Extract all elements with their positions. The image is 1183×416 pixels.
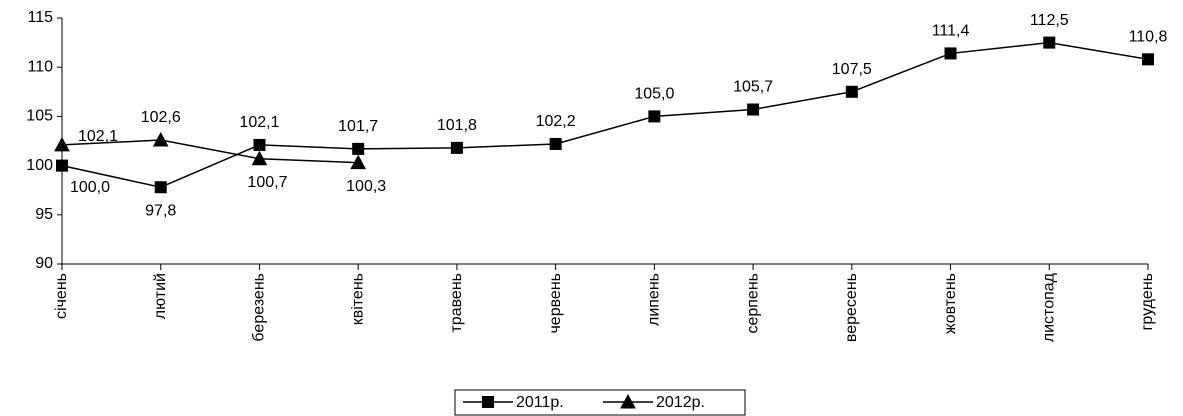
data-point <box>845 85 858 98</box>
data-point <box>54 136 70 152</box>
data-label: 102,1 <box>78 128 118 145</box>
legend-box <box>454 389 746 416</box>
data-label: 101,8 <box>437 117 477 134</box>
series-line <box>61 41 1149 189</box>
data-label: 100,7 <box>247 174 287 191</box>
legend-label: 2012р. <box>656 394 705 411</box>
legend-marker <box>482 396 494 408</box>
x-tick-label: березень <box>251 273 268 342</box>
series-line <box>61 139 359 164</box>
data-label: 111,4 <box>932 23 970 40</box>
x-tick-label: травень <box>448 273 465 333</box>
x-tick-label: лютий <box>152 273 169 319</box>
data-label: 110,8 <box>1129 29 1168 46</box>
data-point <box>747 103 760 116</box>
legend-marker <box>620 393 636 409</box>
data-label: 105,0 <box>634 86 674 103</box>
data-label: 100,3 <box>346 178 386 195</box>
data-point <box>648 110 661 123</box>
data-point <box>549 137 562 150</box>
data-point <box>253 138 266 151</box>
data-point <box>154 181 167 194</box>
x-tick-label: вересень <box>843 273 860 342</box>
data-label: 102,6 <box>141 109 181 126</box>
y-tick-label: 100 <box>26 157 53 174</box>
data-point <box>944 47 957 60</box>
x-tick-label: січень <box>53 273 70 319</box>
data-label: 100,0 <box>70 179 110 196</box>
x-tick-label: червень <box>547 273 564 334</box>
data-point <box>1142 53 1154 66</box>
data-label: 102,2 <box>536 113 576 130</box>
y-tick-label: 115 <box>27 9 53 26</box>
data-point <box>450 141 463 154</box>
data-label: 97,8 <box>145 202 176 219</box>
x-tick-label: липень <box>646 273 663 326</box>
x-tick-label: серпень <box>744 273 761 334</box>
x-tick-label: листопад <box>1040 272 1057 342</box>
data-point <box>251 150 268 166</box>
data-label: 102,1 <box>239 114 279 131</box>
y-tick-label: 110 <box>27 58 53 75</box>
data-label: 107,5 <box>832 61 872 78</box>
legend-label: 2011р. <box>516 394 564 411</box>
data-label: 112,5 <box>1030 12 1069 29</box>
y-tick-label: 95 <box>35 206 53 223</box>
data-point <box>350 154 367 170</box>
data-point <box>1043 36 1056 49</box>
y-tick-label: 90 <box>35 255 53 272</box>
data-label: 101,7 <box>338 118 378 135</box>
data-label: 105,7 <box>733 79 773 96</box>
data-point <box>352 142 365 155</box>
y-tick-label: 105 <box>26 108 53 125</box>
data-point <box>152 131 169 147</box>
x-tick-label: грудень <box>1139 273 1156 330</box>
x-tick-label: квітень <box>349 273 366 325</box>
x-tick-label: жовтень <box>942 273 959 334</box>
data-point <box>56 159 68 172</box>
